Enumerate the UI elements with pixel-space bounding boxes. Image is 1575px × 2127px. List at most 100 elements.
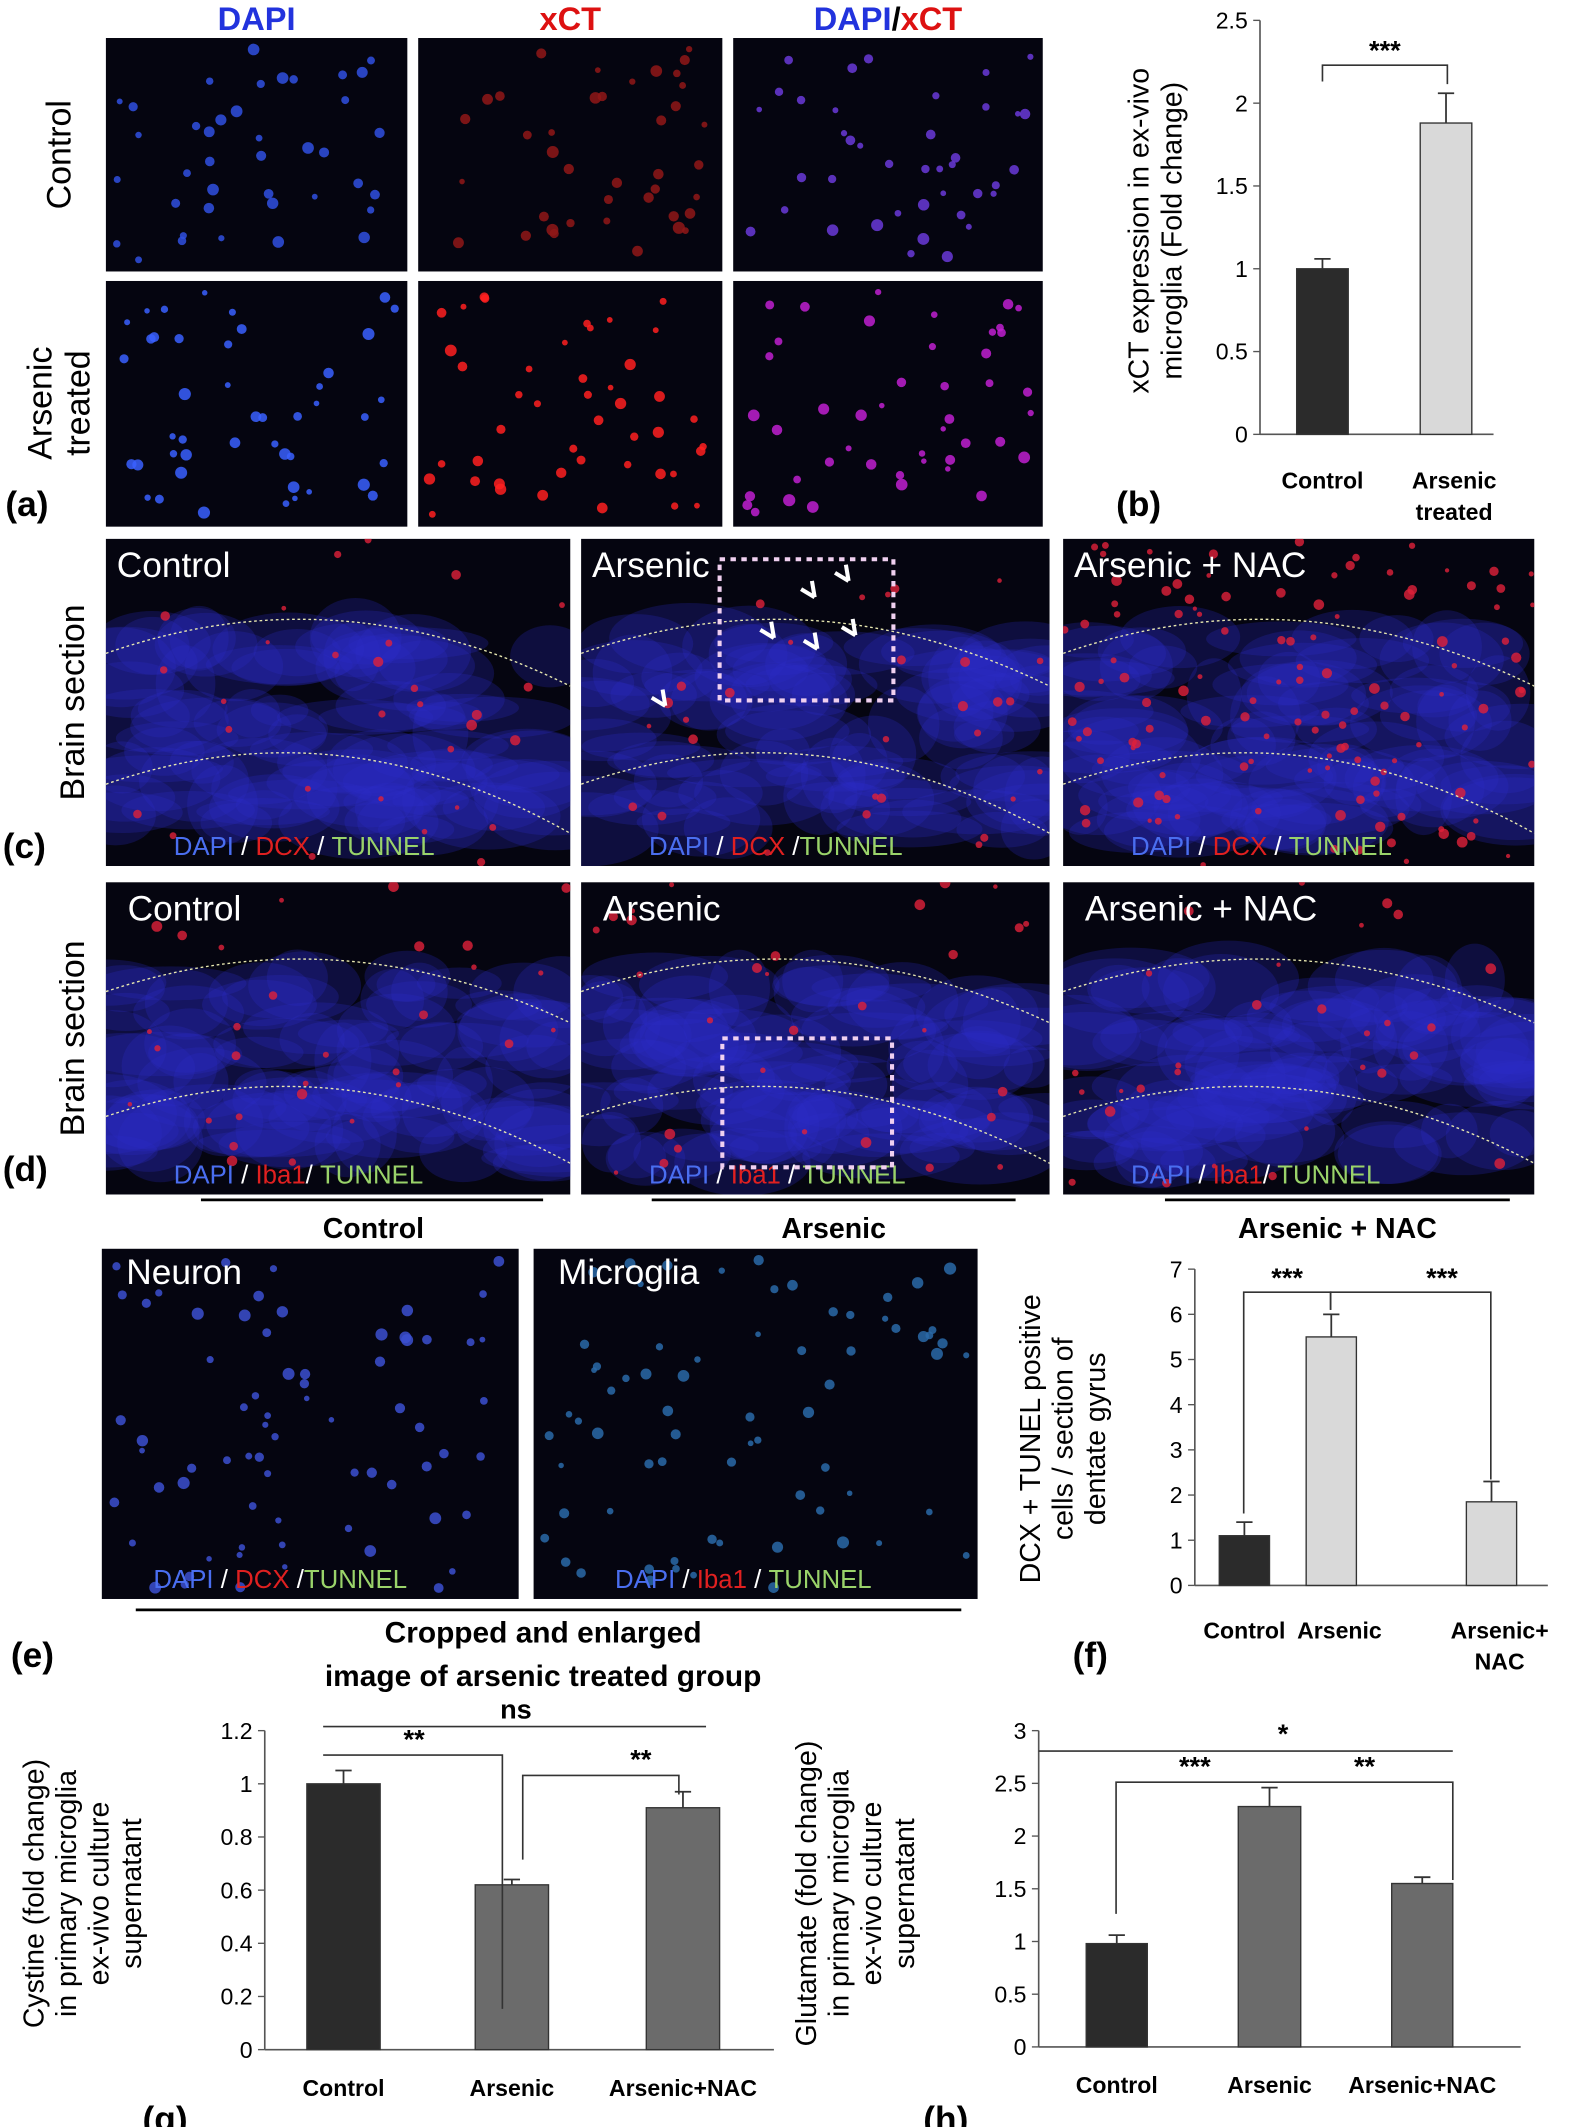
annotation: * (1278, 1718, 1289, 1749)
tissue (243, 1002, 389, 1055)
cell (911, 1277, 924, 1289)
tissue (1489, 1110, 1535, 1157)
error-bar (674, 1790, 692, 1808)
error-bar (1483, 1480, 1500, 1502)
tissue (1401, 987, 1479, 1027)
cell (836, 1536, 850, 1549)
tissue (105, 1073, 177, 1155)
spot (682, 716, 690, 723)
micrograph-bg (733, 280, 1043, 527)
cell (556, 467, 567, 479)
annotation: ** (630, 1744, 652, 1775)
cell (171, 198, 181, 208)
spot (1317, 1004, 1327, 1014)
side-label: Brain section (54, 940, 92, 1136)
y-tick-label: 2 (1170, 1482, 1183, 1508)
tissue (154, 612, 258, 677)
error-bar (503, 1878, 521, 1885)
x-tick-line: Arsenic+NAC (1348, 2072, 1496, 2098)
tissue (973, 754, 1050, 825)
spot (1444, 568, 1450, 573)
spot (626, 914, 637, 926)
cell (401, 1304, 414, 1317)
spot (1530, 602, 1535, 608)
y-tick-label: 2 (1014, 1823, 1027, 1849)
spot (1208, 549, 1219, 559)
micrograph (1063, 882, 1535, 1195)
spot (1298, 882, 1305, 886)
tissue (963, 649, 1050, 678)
y-tick-label: 1 (1235, 256, 1248, 282)
spot (1119, 672, 1130, 683)
cell (795, 1490, 806, 1500)
cell (756, 106, 763, 113)
tissue (966, 770, 1050, 835)
texture (581, 882, 1050, 1195)
cell (583, 390, 592, 399)
micrograph (733, 280, 1043, 527)
tissue (1067, 716, 1139, 745)
spot (1014, 923, 1024, 933)
texture (119, 290, 399, 519)
tissue (1063, 660, 1175, 696)
spot (1478, 703, 1489, 714)
bar (1085, 1942, 1148, 2048)
y-tick-label: 5 (1170, 1347, 1183, 1373)
cell (276, 1306, 289, 1318)
cell (644, 1564, 654, 1574)
cell (495, 91, 505, 101)
bar (1419, 122, 1473, 436)
spot (414, 941, 425, 952)
cell (537, 489, 549, 501)
tissue (1091, 750, 1246, 788)
spot (925, 1163, 934, 1172)
cell (576, 1568, 586, 1578)
spot (1197, 674, 1203, 680)
cell (863, 54, 874, 64)
spot (1079, 805, 1091, 816)
cell (253, 1290, 264, 1302)
cell (184, 1571, 195, 1582)
y-tick-label: 0 (1014, 2034, 1027, 2060)
y-tick-label: 1.2 (220, 1718, 252, 1744)
cell (264, 1412, 271, 1419)
cell (654, 390, 665, 402)
tissue (332, 627, 489, 660)
cell (921, 164, 930, 174)
cell (178, 435, 187, 444)
spot (1307, 768, 1313, 773)
tissue (1129, 783, 1283, 812)
x-tick-label: Arsenic treated (1412, 468, 1497, 525)
micrograph (418, 280, 723, 527)
texture (113, 43, 385, 264)
tissue (1100, 1010, 1254, 1064)
spot (688, 734, 698, 745)
spot (1335, 810, 1346, 821)
tissue (249, 731, 374, 767)
tissue (1221, 804, 1332, 835)
label-part: / (310, 833, 332, 861)
tissue (1375, 1000, 1481, 1064)
spot (646, 723, 652, 729)
spot (876, 793, 887, 803)
tissue (1152, 1088, 1285, 1129)
cell (459, 178, 465, 185)
cell (895, 471, 905, 480)
cell (271, 440, 279, 448)
tissue (354, 782, 424, 835)
spot (388, 882, 399, 892)
spot (664, 1128, 676, 1140)
cell (679, 82, 687, 89)
cell (755, 1331, 761, 1338)
row-label-line: Arsenic (22, 347, 60, 460)
tissue (995, 645, 1050, 704)
tissue (1303, 1052, 1358, 1126)
spot (489, 824, 497, 831)
cell (596, 502, 608, 514)
micrograph-title: Neuron (126, 1253, 242, 1292)
tissue (1063, 708, 1189, 755)
tissue (788, 1096, 909, 1129)
spot (1325, 765, 1331, 771)
tissue (613, 741, 715, 779)
spot (1350, 707, 1359, 716)
